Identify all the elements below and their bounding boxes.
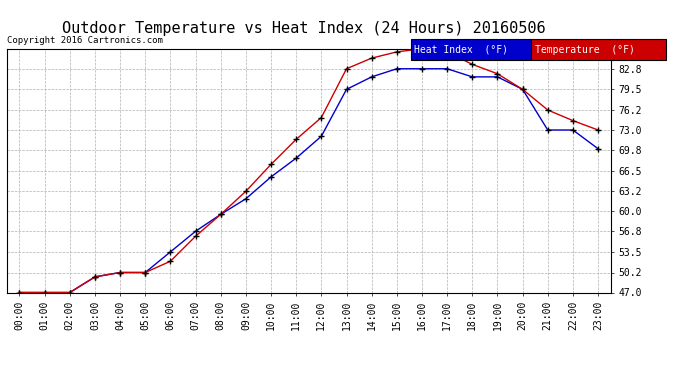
Text: Outdoor Temperature vs Heat Index (24 Hours) 20160506: Outdoor Temperature vs Heat Index (24 Ho… <box>62 21 545 36</box>
Text: Copyright 2016 Cartronics.com: Copyright 2016 Cartronics.com <box>7 36 163 45</box>
Text: Temperature  (°F): Temperature (°F) <box>535 45 635 55</box>
Text: Heat Index  (°F): Heat Index (°F) <box>414 45 508 55</box>
